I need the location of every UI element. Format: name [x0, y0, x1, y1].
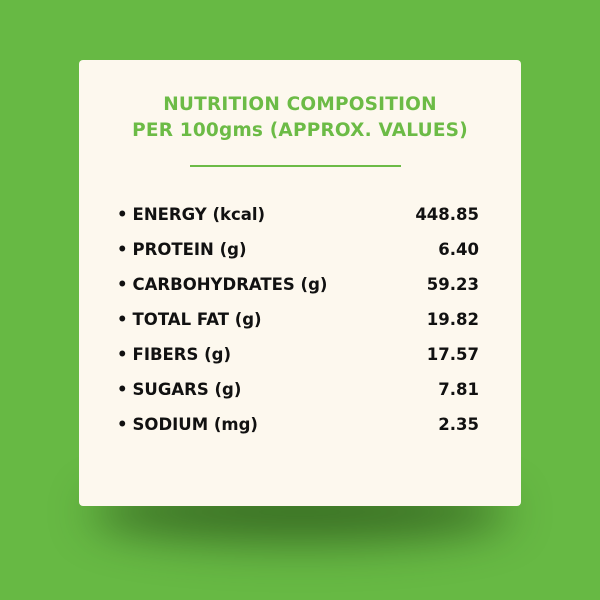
- nutrient-value: 2.35: [438, 415, 479, 434]
- nutrient-row-protein: PROTEIN (g) 6.40: [117, 232, 479, 267]
- nutrient-label: SODIUM (mg): [117, 415, 258, 434]
- nutrient-row-total-fat: TOTAL FAT (g) 19.82: [117, 302, 479, 337]
- nutrient-value: 7.81: [438, 380, 479, 399]
- nutrient-row-sodium: SODIUM (mg) 2.35: [117, 407, 479, 442]
- title-line-1: NUTRITION COMPOSITION: [163, 94, 437, 115]
- nutrient-label: PROTEIN (g): [117, 240, 247, 259]
- nutrient-label: SUGARS (g): [117, 380, 242, 399]
- nutrient-row-fibers: FIBERS (g) 17.57: [117, 337, 479, 372]
- nutrition-card: NUTRITION COMPOSITION PER 100gms (APPROX…: [79, 60, 521, 506]
- nutrient-row-sugars: SUGARS (g) 7.81: [117, 372, 479, 407]
- nutrient-list: ENERGY (kcal) 448.85 PROTEIN (g) 6.40 CA…: [117, 197, 479, 442]
- title-divider: [190, 165, 401, 167]
- nutrient-label: CARBOHYDRATES (g): [117, 275, 328, 294]
- nutrient-label: FIBERS (g): [117, 345, 231, 364]
- nutrient-value: 19.82: [426, 310, 479, 329]
- nutrition-title: NUTRITION COMPOSITION PER 100gms (APPROX…: [79, 92, 521, 144]
- title-line-2: PER 100gms (APPROX. VALUES): [132, 120, 468, 141]
- nutrient-value: 59.23: [426, 275, 479, 294]
- nutrient-label: ENERGY (kcal): [117, 205, 266, 224]
- nutrient-value: 448.85: [415, 205, 479, 224]
- nutrient-label: TOTAL FAT (g): [117, 310, 262, 329]
- nutrient-value: 17.57: [426, 345, 479, 364]
- nutrient-row-carbohydrates: CARBOHYDRATES (g) 59.23: [117, 267, 479, 302]
- nutrient-row-energy: ENERGY (kcal) 448.85: [117, 197, 479, 232]
- nutrient-value: 6.40: [438, 240, 479, 259]
